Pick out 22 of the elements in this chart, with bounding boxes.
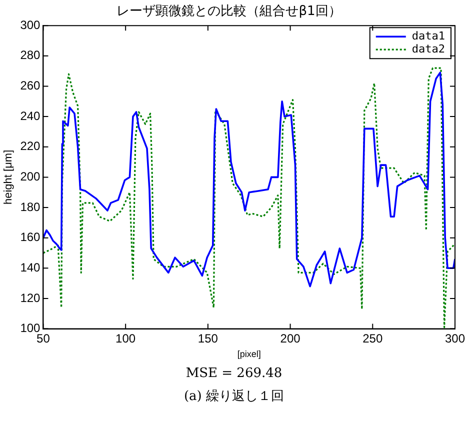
x-tick-label: 100 xyxy=(116,331,136,346)
legend-label: data2 xyxy=(412,42,445,56)
y-axis-title: height [μm] xyxy=(2,150,15,205)
y-tick-label: 140 xyxy=(20,260,41,274)
y-tick-label: 280 xyxy=(20,48,41,62)
y-tick-label: 220 xyxy=(20,139,41,154)
y-tick-label: 160 xyxy=(20,230,41,244)
x-tick-label: 150 xyxy=(198,331,218,346)
chart-title: レーザ顕微鏡との比較（組合せβ1回） xyxy=(116,4,342,20)
text: (a) 繰り返し１回 xyxy=(182,388,286,405)
x-axis-title: [pixel] xyxy=(237,349,261,360)
y-tick-label: 260 xyxy=(20,78,41,93)
y-tick-label: 200 xyxy=(20,170,41,184)
x-tick-label: 300 xyxy=(444,331,466,346)
text: MSE = 269.48 xyxy=(184,366,284,381)
x-tick-label: 200 xyxy=(280,331,301,346)
y-tick-label: 120 xyxy=(20,290,41,305)
y-tick-label: 300 xyxy=(20,18,41,32)
y-tick-label: 240 xyxy=(20,108,41,123)
legend-label: data1 xyxy=(412,29,445,42)
x-tick-label: 250 xyxy=(362,331,383,346)
y-tick-label: 180 xyxy=(20,200,41,214)
